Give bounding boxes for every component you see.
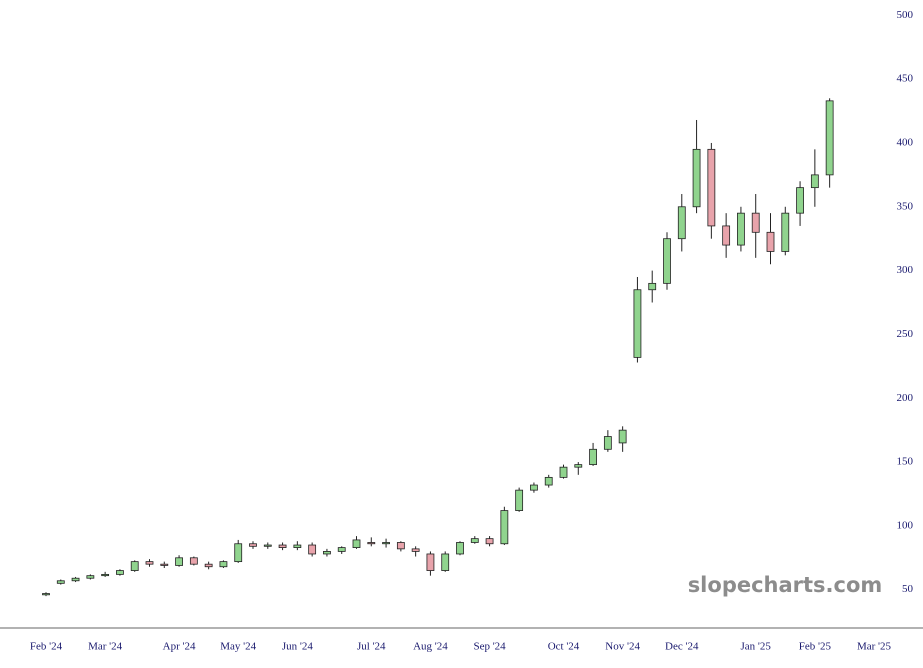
x-tick-label: Dec '24	[665, 641, 699, 653]
x-tick-label: Apr '24	[163, 641, 196, 653]
y-tick-label: 400	[897, 136, 914, 148]
candle-body	[426, 553, 435, 571]
candle-body	[293, 544, 302, 548]
candle-body	[603, 436, 612, 450]
candle-body	[648, 282, 657, 291]
candle-body	[145, 561, 154, 565]
candle-body	[707, 148, 716, 227]
watermark: slopecharts.com	[688, 573, 883, 597]
x-tick-label: Mar '24	[88, 641, 123, 653]
candle-body	[56, 580, 65, 584]
candle-body	[796, 187, 804, 214]
y-tick-label: 200	[897, 392, 914, 404]
candle-body	[101, 573, 110, 577]
y-tick-label: 500	[897, 9, 914, 21]
candle-body	[42, 593, 50, 596]
candle-body	[71, 577, 80, 582]
candle-body	[86, 575, 95, 579]
candle-body	[263, 544, 272, 547]
x-tick-label: Aug '24	[413, 641, 448, 653]
candle-body	[189, 557, 198, 565]
candle-body	[751, 212, 760, 233]
y-tick-label: 50	[902, 583, 914, 595]
y-tick-label: 300	[897, 264, 914, 276]
y-tick-label: 250	[897, 328, 914, 340]
candle-body	[278, 544, 287, 548]
candle-body	[663, 238, 671, 284]
candle-body	[219, 561, 228, 568]
candle-body	[574, 464, 583, 468]
x-tick-label: Mar '25	[857, 641, 892, 653]
candle-body	[160, 563, 169, 566]
candle-body	[308, 544, 317, 555]
candle-body	[485, 538, 494, 545]
candle-body	[204, 563, 213, 568]
candle-body	[130, 561, 139, 571]
candle-body	[367, 542, 376, 545]
candle-body	[618, 429, 627, 444]
x-tick-label: Jun '24	[282, 641, 314, 653]
x-tick-label: Jul '24	[357, 641, 386, 653]
candle-body	[470, 538, 479, 543]
candle-body	[411, 548, 420, 552]
candle-body	[781, 212, 790, 252]
x-tick-label: Feb '24	[30, 641, 63, 653]
candle-body	[382, 542, 390, 545]
candle-body	[456, 542, 464, 555]
x-tick-label: Feb '25	[799, 641, 832, 653]
candle-body	[352, 539, 361, 548]
candle-body	[589, 448, 597, 466]
candle-body	[810, 174, 819, 189]
candle-body	[825, 100, 834, 176]
candle-body	[692, 148, 701, 208]
candle-body	[722, 225, 731, 246]
x-tick-label: May '24	[220, 641, 256, 653]
y-tick-label: 150	[897, 456, 914, 468]
candle-body	[337, 547, 346, 552]
x-tick-label: Jan '25	[741, 641, 772, 653]
candle-body	[234, 543, 243, 563]
candle-body	[530, 484, 538, 491]
y-tick-label: 100	[897, 519, 914, 531]
candle-body	[544, 476, 553, 486]
y-tick-label: 450	[897, 73, 914, 85]
candle-body	[633, 289, 642, 358]
candle-body	[766, 231, 775, 252]
candle-body	[116, 570, 124, 575]
candle-body	[500, 510, 509, 545]
x-tick-label: Sep '24	[473, 641, 506, 653]
candle-body	[323, 551, 331, 555]
candle-body	[515, 489, 524, 511]
candle-body	[175, 557, 183, 566]
x-tick-label: Nov '24	[605, 641, 640, 653]
candle-body	[677, 206, 686, 240]
candle-body	[737, 212, 745, 246]
y-tick-label: 350	[897, 200, 914, 212]
x-tick-label: Oct '24	[548, 641, 580, 653]
candle-body	[396, 542, 405, 550]
candle-body	[249, 543, 257, 547]
candle-body	[441, 553, 450, 571]
candle-body	[559, 466, 568, 478]
